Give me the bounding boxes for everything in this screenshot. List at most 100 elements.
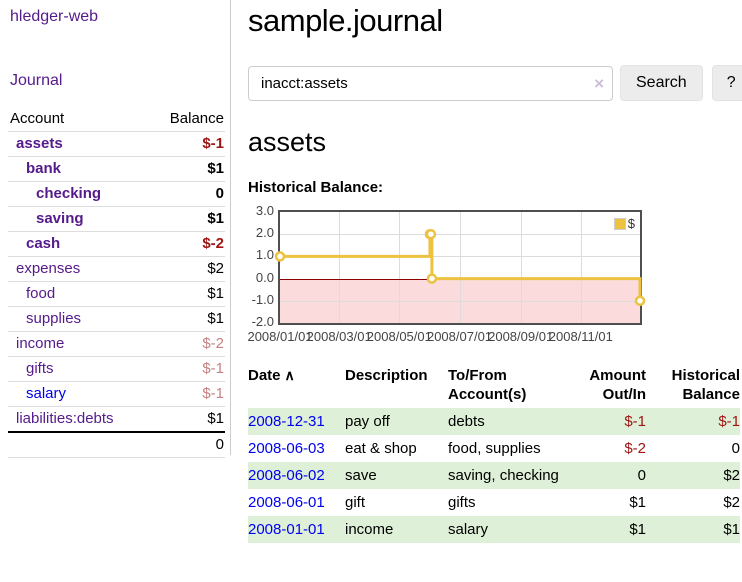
account-balance: $2 bbox=[207, 260, 224, 277]
account-link-expenses[interactable]: expenses bbox=[16, 260, 81, 277]
accounts-table-body: assets $-1 bank $1 checking 0 saving $1 cash $-2 e… bbox=[8, 132, 225, 432]
account-balance: $1 bbox=[207, 160, 224, 177]
account-link-saving[interactable]: saving bbox=[36, 210, 84, 227]
transaction-amount: 0 bbox=[637, 467, 646, 484]
account-row: income $-2 bbox=[8, 332, 225, 357]
accounts-header-account: Account bbox=[8, 107, 117, 132]
account-row: supplies $1 bbox=[8, 307, 225, 332]
legend-swatch-icon bbox=[613, 217, 626, 230]
y-tick-label: 1.0 bbox=[255, 247, 274, 263]
transaction-row: 2008-06-02 save saving, checking 0 $2 bbox=[248, 462, 740, 489]
accounts-header-balance: Balance bbox=[116, 107, 225, 132]
sidebar-item-journal[interactable]: Journal bbox=[10, 72, 63, 89]
sidebar: hledger-web Journal Account Balance asse… bbox=[0, 0, 231, 458]
transaction-row: 2008-06-01 gift gifts $1 $2 bbox=[248, 489, 740, 516]
accounts-total-row: 0 bbox=[8, 431, 225, 458]
transaction-date-link[interactable]: 2008-12-31 bbox=[248, 413, 325, 430]
transaction-accounts: gifts bbox=[448, 494, 476, 511]
chart-plot-area: $ bbox=[274, 210, 646, 325]
search-input[interactable] bbox=[248, 65, 613, 101]
account-balance: $-1 bbox=[202, 135, 224, 152]
accounts-total-value: 0 bbox=[116, 431, 225, 458]
help-button[interactable]: ? bbox=[711, 65, 742, 101]
x-tick-label: 2008/05/01 bbox=[366, 329, 432, 344]
account-row: assets $-1 bbox=[8, 132, 225, 157]
account-link-food[interactable]: food bbox=[26, 285, 56, 302]
column-header-accounts: To/From Account(s) bbox=[448, 367, 527, 403]
account-link-salary[interactable]: salary bbox=[26, 385, 67, 402]
transaction-amount: $-2 bbox=[624, 440, 646, 457]
transaction-amount: $-1 bbox=[624, 413, 646, 430]
transaction-description: income bbox=[345, 521, 394, 538]
account-link-checking[interactable]: checking bbox=[36, 185, 102, 202]
transaction-balance: $2 bbox=[723, 467, 740, 484]
transaction-row: 2008-01-01 income salary $1 $1 bbox=[248, 516, 740, 543]
transaction-row: 2008-12-31 pay off debts $-1 $-1 bbox=[248, 408, 740, 435]
account-link-gifts[interactable]: gifts bbox=[26, 360, 54, 377]
account-balance: $1 bbox=[207, 285, 224, 302]
transaction-date-link[interactable]: 2008-06-01 bbox=[248, 494, 325, 511]
accounts-table-header: Account Balance bbox=[8, 107, 225, 132]
account-link-bank[interactable]: bank bbox=[26, 160, 62, 177]
transaction-balance: $2 bbox=[723, 494, 740, 511]
account-row: checking 0 bbox=[8, 182, 225, 207]
chart-series-line bbox=[274, 228, 646, 307]
y-tick-label: -2.0 bbox=[251, 314, 274, 329]
x-tick-label: 2008/07/01 bbox=[426, 329, 493, 344]
y-tick-label: 2.0 bbox=[255, 225, 274, 241]
transaction-date-link[interactable]: 2008-01-01 bbox=[248, 521, 325, 538]
account-balance: $1 bbox=[207, 310, 224, 327]
column-header-amount: Amount Out/In bbox=[589, 367, 646, 403]
transaction-description: pay off bbox=[345, 413, 390, 430]
historical-balance-chart: 3.0 2.0 1.0 0.0 -1.0 -2.0 $ 2008/01/01 2008/03… bbox=[247, 204, 678, 346]
account-row: food $1 bbox=[8, 282, 225, 307]
transaction-description: save bbox=[345, 467, 377, 484]
account-row: saving $1 bbox=[8, 207, 225, 232]
account-row: expenses $2 bbox=[8, 257, 225, 282]
page-title: sample.journal bbox=[248, 3, 443, 38]
y-tick-label: 3.0 bbox=[255, 203, 274, 218]
app-brand-link[interactable]: hledger-web bbox=[10, 8, 99, 25]
transaction-amount: $1 bbox=[629, 521, 646, 538]
column-header-description: Description bbox=[345, 367, 428, 384]
account-row: cash $-2 bbox=[8, 232, 225, 257]
x-tick-label: 2008/11/01 bbox=[548, 329, 613, 344]
account-balance: $-1 bbox=[202, 360, 224, 377]
transactions-table-body: 2008-12-31 pay off debts $-1 $-1 2008-06-03 ea… bbox=[248, 408, 740, 543]
transaction-accounts: saving, checking bbox=[448, 467, 559, 484]
accounts-table: Account Balance assets $-1 bank $1 checking 0… bbox=[8, 107, 225, 458]
search-form: × Search ? bbox=[248, 65, 742, 101]
transaction-date-link[interactable]: 2008-06-03 bbox=[248, 440, 325, 457]
account-link-income[interactable]: income bbox=[16, 335, 65, 352]
legend-label: $ bbox=[627, 216, 635, 231]
transaction-balance: 0 bbox=[731, 440, 740, 457]
account-link-assets[interactable]: assets bbox=[16, 135, 63, 152]
x-tick-label: 2008/03/01 bbox=[306, 329, 372, 344]
account-row: gifts $-1 bbox=[8, 357, 225, 382]
account-row: bank $1 bbox=[8, 157, 225, 182]
chart-title: Historical Balance: bbox=[248, 179, 384, 196]
transaction-accounts: food, supplies bbox=[448, 440, 541, 457]
clear-search-icon[interactable]: × bbox=[594, 73, 604, 93]
sort-ascending-icon: ∧ bbox=[284, 367, 295, 383]
y-tick-label: 0.0 bbox=[255, 269, 274, 285]
account-row: salary $-1 bbox=[8, 382, 225, 407]
account-balance: $-2 bbox=[202, 235, 224, 252]
transaction-row: 2008-06-03 eat & shop food, supplies $-2 0 bbox=[248, 435, 740, 462]
transaction-description: gift bbox=[345, 494, 366, 511]
account-balance: $-2 bbox=[202, 335, 224, 352]
transaction-accounts: debts bbox=[448, 413, 485, 430]
account-link-cash[interactable]: cash bbox=[26, 235, 61, 252]
account-link-supplies[interactable]: supplies bbox=[26, 310, 82, 327]
x-tick-label: 2008/09/01 bbox=[488, 329, 554, 344]
account-heading: assets bbox=[248, 127, 327, 157]
transaction-balance: $1 bbox=[723, 521, 740, 538]
column-header-date[interactable]: Date ∧ bbox=[248, 367, 295, 384]
column-header-balance: Historical Balance bbox=[671, 367, 740, 403]
y-tick-label: -1.0 bbox=[251, 291, 274, 307]
account-row: liabilities:debts $1 bbox=[8, 407, 225, 432]
account-link-liabilities-debts[interactable]: liabilities:debts bbox=[16, 410, 114, 427]
search-button[interactable]: Search bbox=[620, 65, 703, 101]
account-balance: $1 bbox=[207, 410, 224, 427]
transaction-date-link[interactable]: 2008-06-02 bbox=[248, 467, 325, 484]
